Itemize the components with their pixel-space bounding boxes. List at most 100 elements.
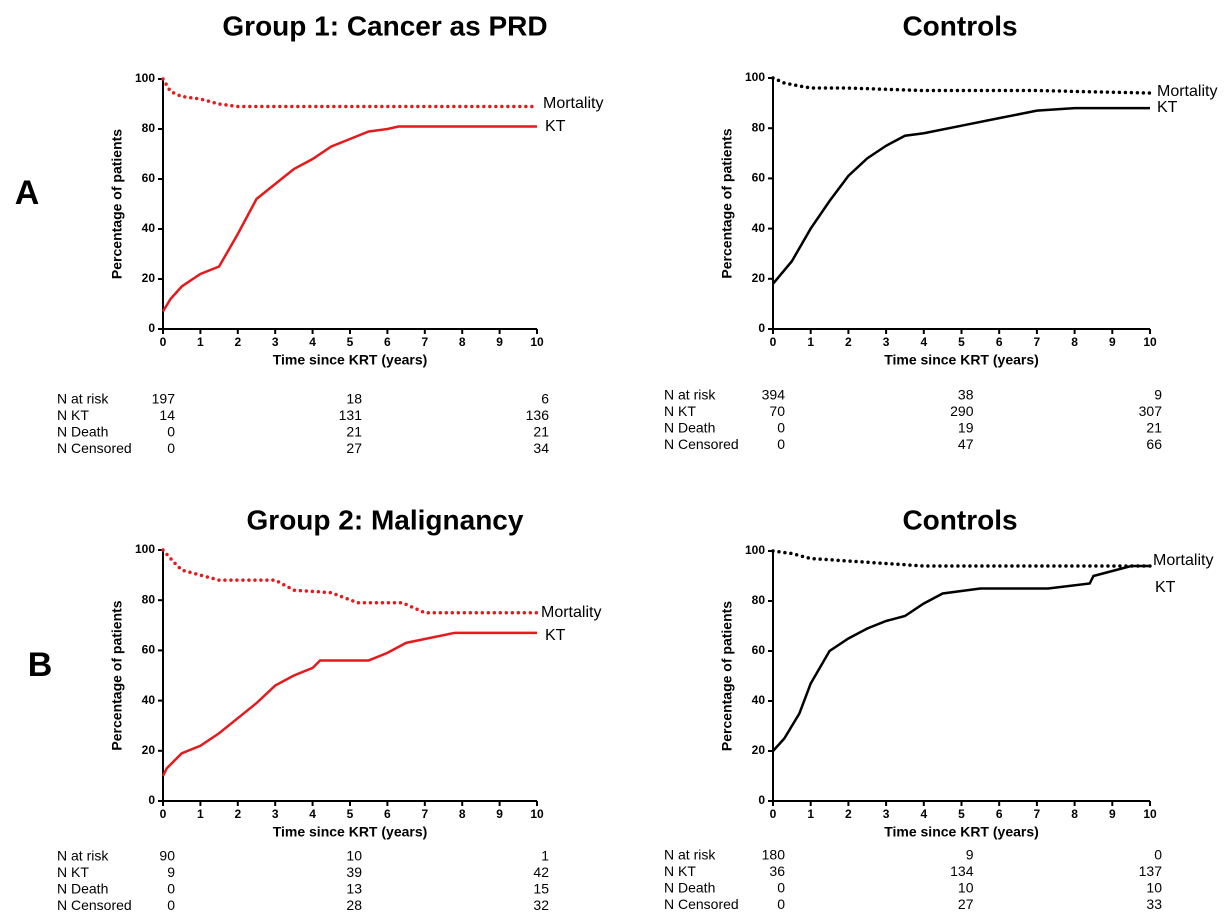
y-tick-label: 40 (142, 221, 156, 235)
risk-row-label: N at risk (57, 391, 109, 407)
risk-row-label: N at risk (664, 847, 716, 863)
risk-value: 307 (1139, 403, 1163, 419)
x-tick-label: 7 (421, 335, 428, 349)
y-tick-label: 20 (752, 743, 766, 757)
series-label: Mortality (1157, 83, 1217, 100)
x-tick-label: 10 (1143, 807, 1157, 821)
risk-value: 1 (541, 848, 549, 864)
y-tick-label: 100 (745, 70, 765, 84)
x-tick-label: 2 (234, 807, 241, 821)
x-tick-label: 9 (496, 807, 503, 821)
survival-line (771, 549, 1152, 568)
risk-value: 32 (533, 897, 549, 913)
survival-line (772, 106, 1150, 285)
x-tick-label: 0 (770, 335, 777, 349)
risk-value: 10 (1146, 880, 1162, 896)
y-tick-label: 0 (148, 321, 155, 335)
risk-value: 290 (950, 403, 974, 419)
risk-row-label: N KT (664, 403, 696, 419)
risk-value: 27 (958, 896, 974, 912)
x-tick-label: 9 (1109, 335, 1116, 349)
x-tick-label: 7 (421, 807, 428, 821)
risk-value: 28 (346, 897, 362, 913)
risk-value: 18 (346, 391, 362, 407)
risk-value: 9 (966, 847, 974, 863)
risk-row-label: N KT (57, 407, 89, 423)
x-tick-label: 4 (920, 335, 927, 349)
x-tick-label: 8 (1071, 807, 1078, 821)
x-axis-title: Time since KRT (years) (273, 352, 428, 368)
risk-value: 131 (339, 407, 363, 423)
y-tick-label: 0 (758, 793, 765, 807)
risk-value: 197 (152, 391, 176, 407)
y-tick-label: 20 (752, 271, 766, 285)
risk-row-label: N KT (664, 863, 696, 879)
risk-value: 134 (950, 863, 974, 879)
risk-value: 0 (167, 424, 175, 440)
risk-value: 39 (346, 864, 362, 880)
risk-value: 10 (346, 848, 362, 864)
x-tick-label: 5 (958, 335, 965, 349)
x-tick-label: 4 (309, 335, 316, 349)
survival-line (161, 125, 537, 313)
x-tick-label: 3 (272, 807, 279, 821)
x-tick-label: 0 (160, 807, 167, 821)
y-axis-title: Percentage of patients (109, 600, 125, 750)
survival-line (771, 76, 1152, 95)
risk-value: 36 (769, 863, 785, 879)
y-tick-label: 100 (745, 543, 765, 557)
risk-value: 0 (167, 897, 175, 913)
risk-value: 9 (167, 864, 175, 880)
x-tick-label: 5 (958, 807, 965, 821)
y-tick-label: 100 (135, 71, 155, 85)
risk-row-label: N Death (664, 880, 715, 896)
y-tick-label: 100 (135, 542, 155, 556)
x-tick-label: 7 (1034, 807, 1041, 821)
risk-value: 180 (762, 847, 786, 863)
risk-value: 27 (346, 440, 362, 456)
x-tick-label: 6 (996, 807, 1003, 821)
risk-value: 19 (958, 420, 974, 436)
risk-value: 21 (346, 424, 362, 440)
risk-row-label: N at risk (664, 387, 716, 403)
x-tick-label: 6 (996, 335, 1003, 349)
survival-line (161, 631, 537, 777)
x-tick-label: 2 (234, 335, 241, 349)
y-tick-label: 60 (752, 643, 766, 657)
risk-value: 34 (533, 440, 549, 456)
x-tick-label: 3 (883, 807, 890, 821)
x-tick-label: 8 (459, 807, 466, 821)
panel-label: A (15, 174, 40, 212)
x-tick-label: 6 (384, 807, 391, 821)
x-tick-label: 6 (384, 335, 391, 349)
y-tick-label: 0 (148, 793, 155, 807)
chart-title: Group 1: Cancer as PRD (222, 10, 547, 41)
risk-value: 9 (1154, 387, 1162, 403)
x-tick-label: 3 (883, 335, 890, 349)
risk-value: 394 (762, 387, 786, 403)
x-tick-label: 8 (1071, 335, 1078, 349)
risk-value: 0 (777, 420, 785, 436)
risk-row-label: N Censored (57, 440, 132, 456)
x-tick-label: 1 (807, 335, 814, 349)
risk-row-label: N KT (57, 864, 89, 880)
series-label: KT (1155, 579, 1176, 596)
y-tick-label: 80 (752, 120, 766, 134)
risk-value: 70 (769, 403, 785, 419)
risk-value: 21 (1146, 420, 1162, 436)
y-axis-title: Percentage of patients (719, 601, 735, 751)
risk-value: 0 (777, 880, 785, 896)
survival-line (161, 77, 539, 109)
series-label: Mortality (543, 95, 603, 112)
risk-row-label: N Censored (664, 896, 739, 912)
risk-value: 14 (159, 407, 175, 423)
x-axis-title: Time since KRT (years) (273, 824, 428, 840)
x-tick-label: 2 (845, 335, 852, 349)
y-tick-label: 80 (142, 592, 156, 606)
y-tick-label: 80 (752, 593, 766, 607)
x-tick-label: 9 (1109, 807, 1116, 821)
x-tick-label: 10 (530, 807, 544, 821)
panel-label: B (28, 646, 53, 684)
risk-value: 0 (1154, 847, 1162, 863)
risk-value: 42 (533, 864, 549, 880)
